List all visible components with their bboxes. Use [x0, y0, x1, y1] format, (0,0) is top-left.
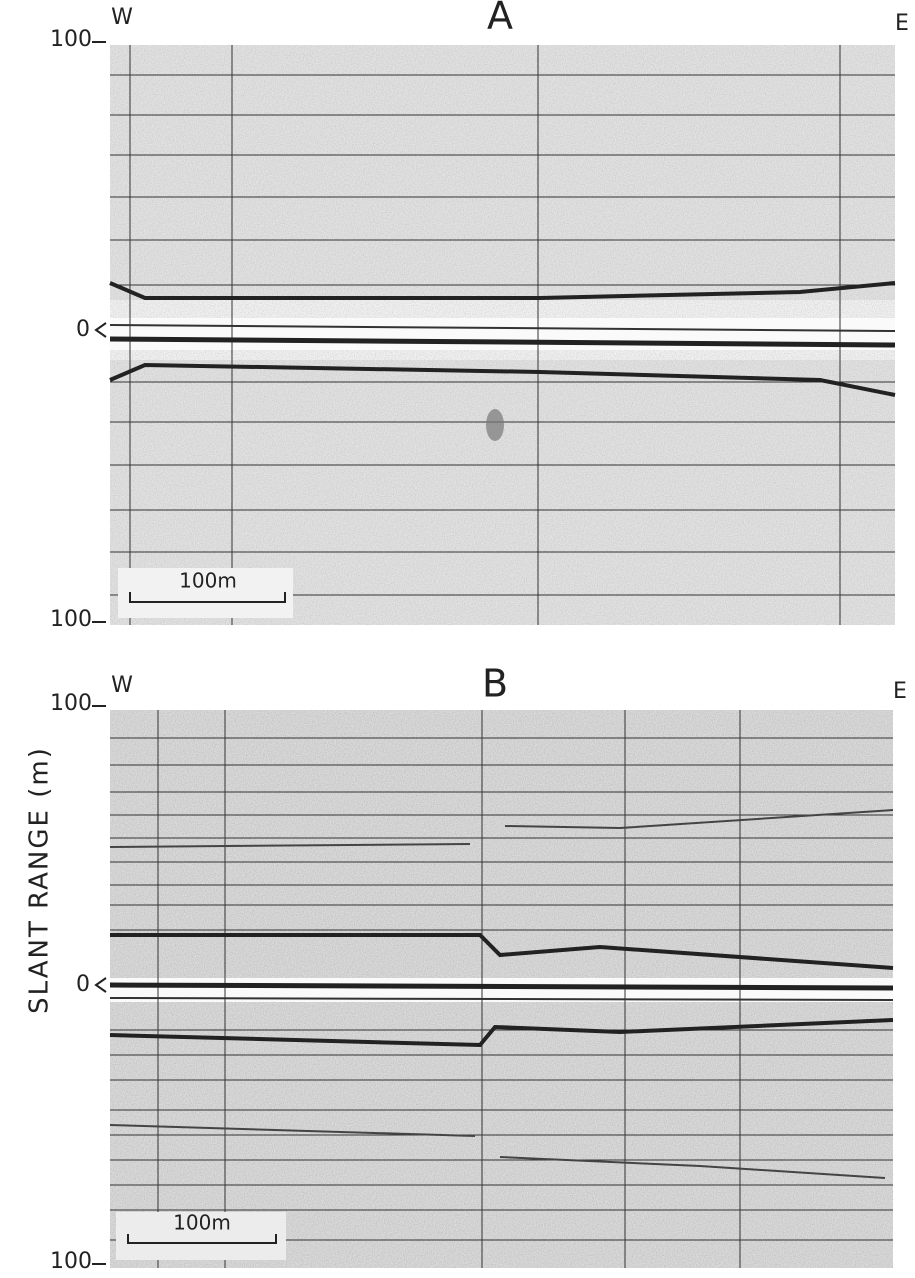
tick-label: 0 [76, 972, 90, 997]
tick-label: 100 [50, 607, 92, 632]
scale-box [116, 1212, 286, 1260]
trace-line [109, 982, 894, 991]
scale-label: 100m [179, 569, 237, 593]
west-label: W [111, 5, 133, 30]
seabed-line [110, 933, 894, 970]
seabed-line [109, 362, 896, 397]
nadir-arrow [94, 977, 107, 993]
east-label: E [893, 679, 907, 704]
reflector [504, 809, 894, 830]
trace-line [109, 324, 896, 332]
grid [110, 45, 895, 625]
scale-bar [129, 592, 286, 603]
axis-label: SLANT RANGE (m) [25, 746, 55, 1014]
west-label: W [111, 673, 133, 698]
seabed-line [109, 1018, 894, 1048]
tick-label: 100 [50, 1249, 92, 1274]
panel-b: 100m B W E 100 0 100 [50, 662, 907, 1275]
seabed-line [109, 281, 896, 300]
scale-label: 100m [173, 1211, 231, 1235]
tick-label: 100 [50, 27, 92, 52]
target [486, 409, 504, 441]
scale-box [118, 568, 293, 618]
trace-line [109, 997, 894, 1001]
reflector [499, 1156, 886, 1179]
trace-line [109, 336, 896, 348]
reflector [109, 1124, 476, 1137]
panel-label: B [482, 662, 508, 706]
east-label: E [895, 11, 909, 36]
reflector [109, 843, 471, 848]
panel-label: A [487, 0, 513, 38]
tick-label: 100 [50, 691, 92, 716]
panel-a: 100m A W E 100 0 100 [50, 0, 909, 632]
tick-label: 0 [76, 317, 90, 342]
scale-bar [127, 1234, 277, 1244]
nadir-arrow [94, 322, 107, 338]
